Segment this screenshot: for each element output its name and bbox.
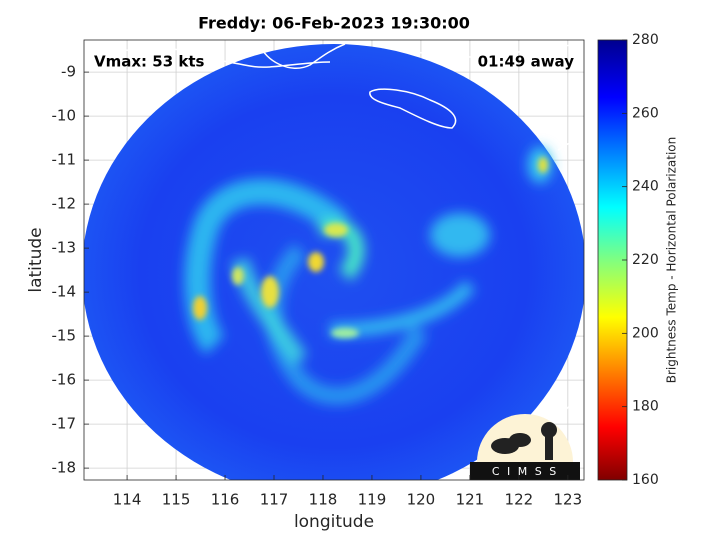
y-tick-label: -12 [52,195,77,213]
colorbar-tick-label: 180 [632,399,659,415]
coastlines [84,43,584,421]
y-tick-label: -14 [52,283,77,301]
colorbar-tick-label: 200 [632,325,659,341]
y-tick-label: -17 [52,415,77,433]
y-axis-label: latitude [26,227,46,292]
annotation: 01:49 away [478,53,575,71]
plot-area: C I M S S [84,40,584,480]
logo-text: C I M S S [492,465,558,478]
annotation: Vmax: 53 kts [94,53,204,71]
x-tick-label: 122 [505,491,534,509]
satellite-swath [84,44,584,480]
x-tick-label: 119 [358,491,387,509]
colorbar-label: Brightness Temp - Horizontal Polarizatio… [665,137,679,384]
colorbar-tick-label: 160 [632,472,659,488]
x-tick-label: 123 [554,491,583,509]
x-tick-label: 118 [309,491,338,509]
x-tick-label: 116 [211,491,240,509]
y-tick-label: -10 [52,107,77,125]
y-tick-label: -15 [52,327,77,345]
x-tick-label: 117 [260,491,289,509]
x-tick-label: 115 [162,491,191,509]
chart-title: Freddy: 06-Feb-2023 19:30:00 [198,14,470,33]
plot-frame [83,39,585,481]
convective-cores [193,157,548,338]
y-tick-label: -9 [61,63,76,81]
y-tick-label: -18 [52,459,77,477]
colorbar-tick-label: 220 [632,252,659,268]
cimss-logo: C I M S S [470,414,580,480]
x-axis-label: longitude [294,512,374,532]
colorbar-tick-label: 280 [632,32,659,48]
y-tick-label: -11 [52,151,77,169]
y-tick-label: -16 [52,371,77,389]
x-tick-label: 114 [113,491,142,509]
y-tick-label: -13 [52,239,77,257]
x-tick-label: 121 [456,491,485,509]
colorbar-tick-label: 260 [632,105,659,121]
x-tick-label: 120 [407,491,436,509]
colorbar-tick-label: 240 [632,179,659,195]
